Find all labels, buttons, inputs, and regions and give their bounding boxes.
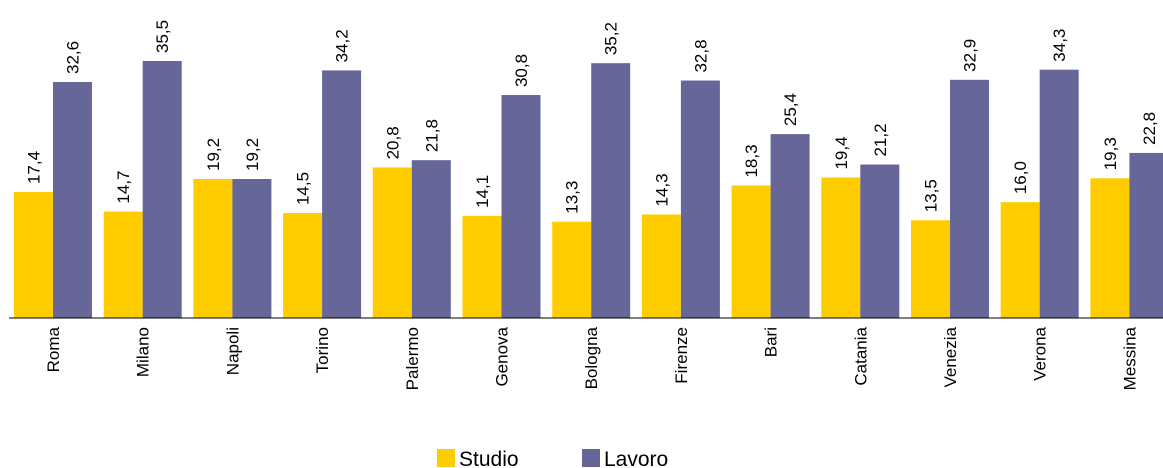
value-label-lavoro-milano: 35,5 [153, 20, 172, 53]
bar-lavoro-bologna [591, 63, 631, 318]
category-label-palermo: Palermo [403, 327, 422, 390]
bar-studio-torino [283, 213, 323, 318]
bar-lavoro-catania [860, 164, 900, 318]
value-label-lavoro-roma: 32,6 [64, 41, 83, 74]
value-label-lavoro-verona: 34,3 [1050, 29, 1069, 62]
category-label-torino: Torino [313, 327, 332, 373]
value-label-studio-verona: 16,0 [1011, 161, 1030, 194]
category-label-roma: Roma [44, 326, 63, 372]
bar-studio-milano [103, 211, 143, 318]
category-label-bari: Bari [762, 327, 781, 357]
bar-studio-messina [1090, 178, 1130, 318]
bar-studio-venezia [911, 220, 950, 318]
value-label-lavoro-napoli: 19,2 [243, 138, 262, 171]
legend-swatch-lavoro [582, 449, 600, 467]
bars-layer [14, 61, 1163, 319]
category-label-firenze: Firenze [672, 327, 691, 384]
value-label-studio-roma: 17,4 [25, 151, 44, 184]
bar-studio-palermo [372, 167, 412, 318]
value-label-studio-bologna: 13,3 [563, 181, 582, 214]
category-labels-layer: Roma Milano Napoli Torino Palermo Genova Bolog… [44, 326, 1139, 390]
value-label-lavoro-bari: 25,4 [781, 93, 800, 126]
value-label-studio-genova: 14,1 [473, 175, 492, 208]
value-label-lavoro-messina: 22,8 [1140, 112, 1159, 145]
value-label-studio-torino: 14,5 [294, 172, 313, 205]
value-label-studio-napoli: 19,2 [204, 138, 223, 171]
value-label-lavoro-venezia: 32,9 [961, 39, 980, 72]
bar-studio-bari [731, 185, 771, 318]
value-label-studio-bari: 18,3 [742, 144, 761, 177]
legend-label-studio: Studio [459, 448, 519, 468]
bar-lavoro-bari [770, 134, 810, 318]
category-label-bologna: Bologna [582, 326, 601, 389]
legend-swatch-studio [437, 449, 455, 467]
bar-studio-genova [462, 215, 502, 318]
value-label-studio-milano: 14,7 [114, 170, 133, 203]
bar-studio-napoli [193, 179, 233, 318]
bar-lavoro-palermo [411, 160, 451, 318]
bar-studio-roma [14, 192, 53, 318]
bar-lavoro-milano [142, 61, 182, 318]
value-label-studio-messina: 19,3 [1101, 137, 1120, 170]
bar-lavoro-genova [501, 95, 541, 318]
bar-lavoro-messina [1129, 152, 1163, 318]
value-label-studio-venezia: 13,5 [922, 179, 941, 212]
legend: Studio Lavoro [437, 448, 668, 468]
category-label-catania: Catania [851, 326, 870, 385]
bar-studio-bologna [552, 221, 592, 318]
category-label-messina: Messina [1120, 326, 1139, 390]
value-label-lavoro-catania: 21,2 [871, 123, 890, 156]
value-label-lavoro-torino: 34,2 [333, 29, 352, 62]
bar-studio-catania [821, 177, 861, 318]
value-labels-layer: 17,4 32,6 14,7 35,5 19,2 19,2 14,5 34,2 20,8 21,8… [25, 20, 1159, 214]
legend-label-lavoro: Lavoro [604, 448, 668, 468]
bar-studio-firenze [641, 214, 681, 318]
category-label-milano: Milano [134, 327, 153, 377]
value-label-lavoro-bologna: 35,2 [602, 22, 621, 55]
value-label-lavoro-genova: 30,8 [512, 54, 531, 87]
category-label-genova: Genova [493, 326, 512, 386]
category-label-verona: Verona [1031, 326, 1050, 380]
bar-lavoro-firenze [680, 80, 720, 318]
bar-lavoro-venezia [950, 79, 989, 318]
bar-lavoro-verona [1039, 69, 1079, 319]
value-label-studio-firenze: 14,3 [652, 173, 671, 206]
category-label-napoli: Napoli [223, 327, 242, 375]
value-label-studio-palermo: 20,8 [383, 126, 402, 159]
value-label-studio-catania: 19,4 [832, 136, 851, 169]
bar-lavoro-napoli [232, 179, 272, 318]
value-label-lavoro-palermo: 21,8 [422, 119, 441, 152]
value-label-lavoro-firenze: 32,8 [691, 39, 710, 72]
bar-lavoro-torino [322, 70, 362, 318]
bar-lavoro-roma [53, 81, 92, 318]
bar-studio-verona [1000, 202, 1040, 318]
category-label-venezia: Venezia [941, 326, 960, 387]
